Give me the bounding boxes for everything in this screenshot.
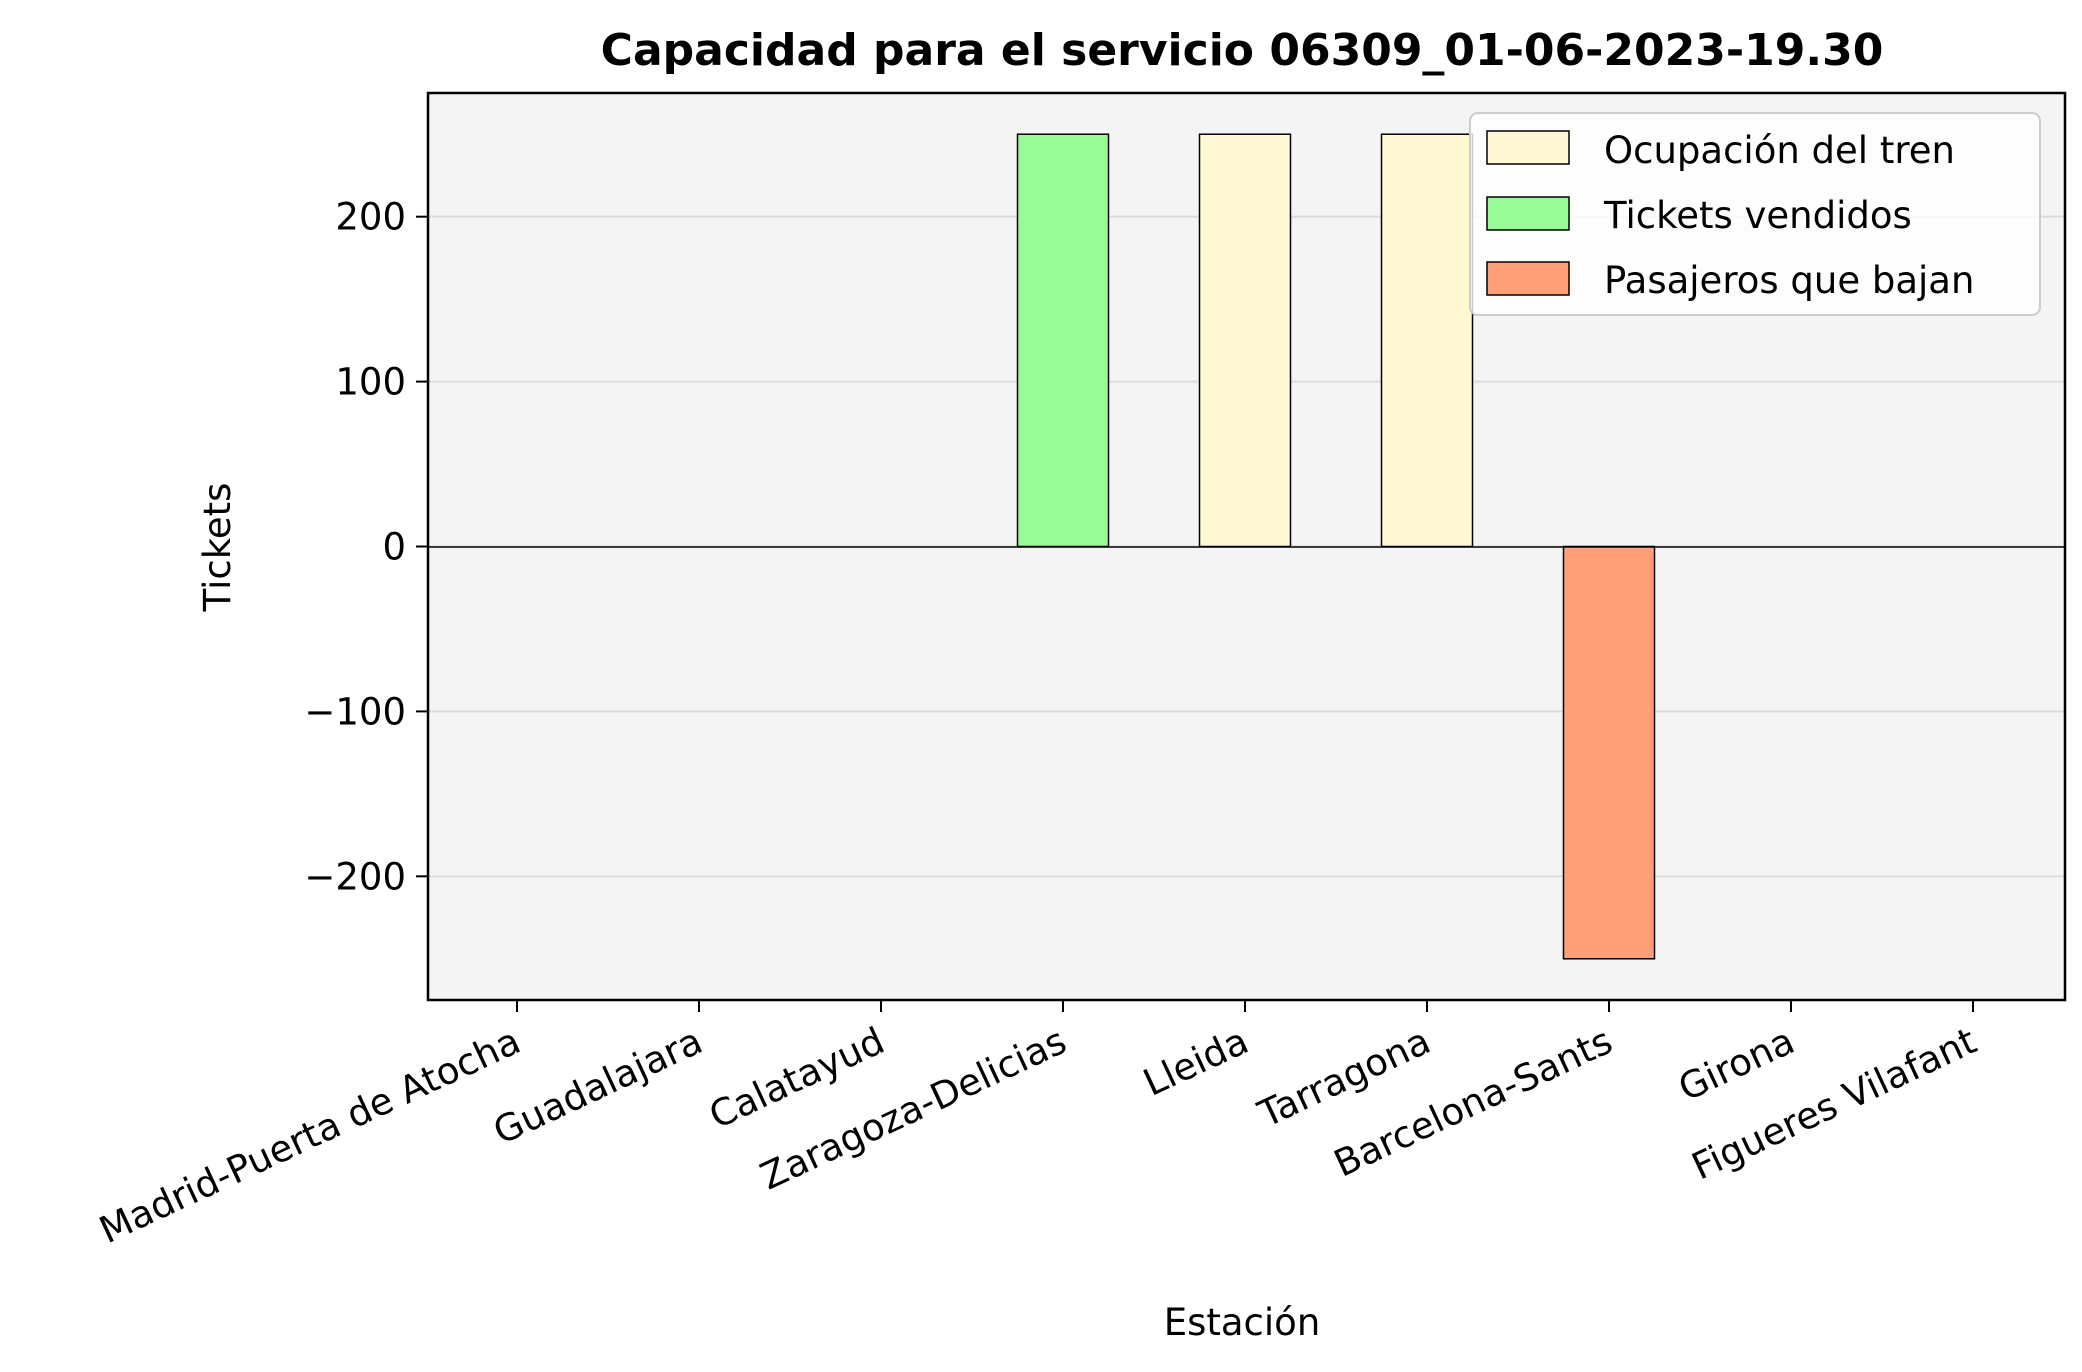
x-tick-label: Guadalajara	[487, 1019, 709, 1153]
legend-box	[1469, 112, 2041, 316]
legend: Ocupación del tren Tickets vendidos Pasa…	[1469, 112, 2041, 316]
bar-barcelona-sants	[1562, 545, 1656, 960]
bar-zaragoza-delicias	[1016, 133, 1110, 548]
legend-label-tickets-vendidos: Tickets vendidos	[1603, 194, 1912, 237]
y-tick-label: −200	[304, 855, 406, 898]
y-tick-label: 0	[382, 526, 406, 569]
legend-swatch-tickets-vendidos	[1486, 196, 1570, 231]
legend-label-ocupacion: Ocupación del tren	[1604, 129, 1955, 172]
x-tick-label: Girona	[1672, 1019, 1801, 1110]
x-tick-label: Lleida	[1137, 1019, 1255, 1105]
x-axis-label: Estación	[1164, 1301, 1321, 1344]
bar-lleida	[1198, 133, 1292, 548]
y-axis-ticks: −200 −100 0 100 200	[304, 196, 428, 898]
bars	[1016, 133, 1656, 960]
x-tick-label: Madrid-Puerta de Atocha	[93, 1019, 527, 1252]
legend-swatch-ocupacion	[1486, 130, 1570, 165]
y-axis-label: Tickets	[196, 483, 239, 613]
x-axis-ticks: Madrid-Puerta de AtochaGuadalajaraCalata…	[93, 1000, 1983, 1252]
y-tick-label: −100	[304, 690, 406, 733]
legend-label-pasajeros-bajan: Pasajeros que bajan	[1604, 259, 1974, 302]
x-tick-label: Zaragoza-Delicias	[754, 1019, 1073, 1198]
y-tick-label: 100	[335, 361, 406, 404]
y-tick-label: 200	[335, 196, 406, 239]
legend-swatch-pasajeros-bajan	[1486, 261, 1570, 296]
chart-title: Capacidad para el servicio 06309_01-06-2…	[601, 25, 1884, 76]
bar-tarragona	[1380, 133, 1474, 548]
